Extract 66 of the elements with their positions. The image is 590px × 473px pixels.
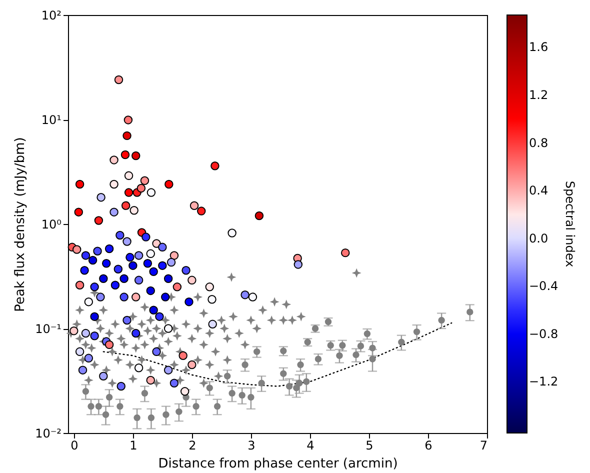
point — [303, 378, 310, 385]
x-tick-label: 0 — [70, 438, 78, 452]
point — [364, 330, 371, 338]
color-bar-label: 0.0 — [529, 231, 548, 246]
x-axis-title: Distance from phase center (arcmin) — [158, 456, 398, 472]
y-axis-title: Peak flux density (mJy/bm) — [13, 137, 28, 312]
x-tick-label: 6 — [424, 438, 432, 452]
point — [242, 361, 248, 368]
point — [238, 392, 246, 399]
point — [336, 352, 343, 359]
point — [280, 348, 287, 354]
point — [248, 394, 254, 401]
point — [327, 342, 334, 349]
y-tick-label: 10⁻¹ — [35, 322, 62, 336]
color-bar-label: 0.8 — [529, 136, 548, 150]
point — [293, 384, 300, 392]
point — [253, 348, 260, 356]
point — [438, 316, 445, 324]
point — [106, 394, 113, 401]
point — [116, 402, 124, 410]
point — [296, 380, 303, 386]
point — [314, 356, 322, 362]
point — [352, 351, 360, 358]
point — [192, 402, 200, 410]
y-tick-label: 10¹ — [41, 113, 62, 127]
point — [228, 390, 236, 397]
point — [224, 372, 231, 380]
point — [148, 414, 155, 422]
x-tick-label: 2 — [188, 438, 196, 452]
point — [339, 342, 346, 349]
point — [466, 308, 474, 316]
point — [357, 342, 364, 350]
point — [88, 402, 94, 410]
color-bar-title: Spectral index — [563, 180, 577, 268]
color-bar-label: 0.4 — [529, 184, 548, 198]
point — [214, 402, 221, 410]
point — [82, 388, 90, 395]
color-bar-label: 1.6 — [529, 40, 548, 54]
point — [134, 414, 140, 422]
y-tick-label: 10² — [41, 8, 62, 22]
point — [102, 411, 110, 418]
color-bar-label: −1.2 — [529, 374, 558, 389]
line-series — [102, 322, 452, 387]
point — [297, 361, 304, 368]
x-tick-label: 1 — [130, 438, 138, 452]
x-tick-label: 4 — [306, 438, 314, 452]
color-bar-label: −0.4 — [529, 279, 558, 294]
point — [176, 408, 182, 416]
color-bar-label: 1.2 — [529, 88, 548, 102]
point — [369, 356, 376, 362]
point — [286, 382, 293, 390]
point — [398, 338, 405, 346]
y-tick-label: 10⁰ — [41, 218, 62, 232]
point — [413, 328, 420, 336]
point — [95, 402, 102, 410]
point — [162, 411, 170, 418]
x-tick-label: 7 — [480, 438, 488, 452]
x-tick-label: 5 — [366, 438, 374, 452]
color-bar-label: −0.8 — [529, 326, 558, 341]
point — [280, 370, 287, 377]
y-tick-label: 10⁻² — [35, 426, 62, 440]
point — [369, 344, 376, 352]
point — [141, 390, 148, 397]
point — [206, 384, 213, 392]
x-tick-label: 3 — [248, 438, 256, 452]
point — [258, 380, 265, 386]
